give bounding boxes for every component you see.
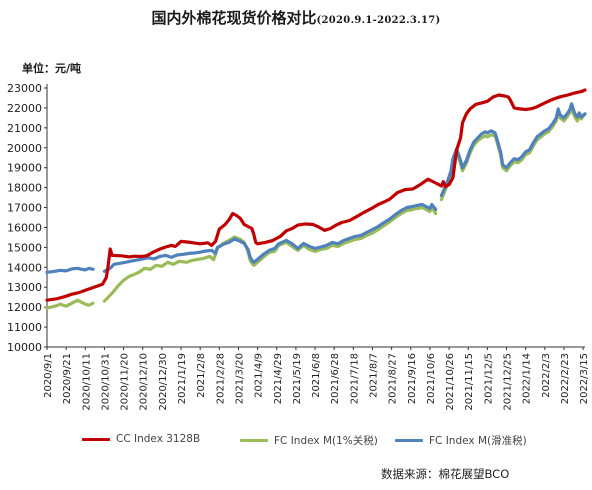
x-tick-label: 2020/10/31 bbox=[100, 353, 111, 411]
x-tick-label: 2020/10/11 bbox=[81, 353, 92, 411]
x-tick-label: 2021/4/9 bbox=[254, 353, 265, 398]
x-tick-label: 2022/2/3 bbox=[541, 353, 552, 398]
legend-label: FC Index M(滑准税) bbox=[429, 435, 527, 447]
y-tick-label: 17000 bbox=[7, 202, 42, 215]
x-tick-label: 2021/8/7 bbox=[368, 353, 379, 398]
y-tick-label: 11000 bbox=[7, 321, 42, 334]
y-axis-unit-label: 单位：元/吨 bbox=[22, 62, 82, 75]
x-tick-label: 2021/9/16 bbox=[407, 353, 418, 404]
x-tick-label: 2021/2/28 bbox=[215, 353, 226, 404]
x-tick-label: 2020/12/10 bbox=[139, 353, 150, 411]
x-tick-label: 2021/6/8 bbox=[311, 353, 322, 398]
y-tick-label: 22000 bbox=[7, 102, 42, 115]
x-tick-label: 2021/7/18 bbox=[349, 353, 360, 404]
x-tick-label: 2020/9/1 bbox=[43, 353, 54, 398]
x-tick-label: 2021/12/5 bbox=[483, 353, 494, 404]
x-tick-label: 2020/11/20 bbox=[120, 353, 131, 411]
x-tick-label: 2021/11/15 bbox=[464, 353, 475, 411]
legend-label: FC Index M(1%关税) bbox=[274, 435, 378, 447]
x-tick-label: 2021/12/25 bbox=[503, 353, 514, 411]
y-tick-label: 15000 bbox=[7, 241, 42, 254]
y-tick-label: 19000 bbox=[7, 162, 42, 175]
y-tick-label: 21000 bbox=[7, 122, 42, 135]
legend-swatch bbox=[395, 439, 423, 442]
y-tick-label: 13000 bbox=[7, 281, 42, 294]
chart-title: 国内外棉花现货价格对比(2020.9.1-2022.3.17) bbox=[0, 7, 592, 28]
x-tick-label: 2021/10/26 bbox=[445, 353, 456, 411]
x-tick-label: 2022/3/15 bbox=[579, 353, 590, 404]
series-line-2-segment-1 bbox=[102, 202, 438, 273]
legend-item: FC Index M(1%关税) bbox=[240, 433, 378, 448]
y-tick-label: 23000 bbox=[7, 82, 42, 95]
x-tick-label: 2021/2/8 bbox=[196, 353, 207, 398]
x-tick-label: 2022/1/14 bbox=[522, 353, 533, 404]
legend-swatch bbox=[82, 437, 110, 441]
x-tick-label: 2021/6/28 bbox=[330, 353, 341, 404]
series-line-2-segment-0 bbox=[45, 266, 95, 274]
legend-item: FC Index M(滑准税) bbox=[395, 433, 527, 448]
chart-subtitle: (2020.9.1-2022.3.17) bbox=[316, 15, 441, 26]
chart-legend: CC Index 3128B FC Index M(1%关税) FC Index M… bbox=[82, 433, 592, 449]
legend-item: CC Index 3128B bbox=[82, 433, 200, 445]
y-tick-label: 10000 bbox=[7, 341, 42, 354]
series-line-1-segment-1 bbox=[102, 205, 438, 303]
x-tick-label: 2021/1/19 bbox=[177, 353, 188, 404]
x-tick-label: 2021/8/27 bbox=[388, 353, 399, 404]
chart-title-text: 国内外棉花现货价格对比 bbox=[151, 9, 317, 27]
y-tick-label: 16000 bbox=[7, 221, 42, 234]
x-tick-label: 2022/2/23 bbox=[560, 353, 571, 404]
y-tick-label: 18000 bbox=[7, 182, 42, 195]
x-tick-label: 2020/9/21 bbox=[62, 353, 73, 404]
x-tick-label: 2020/12/30 bbox=[158, 353, 169, 411]
x-tick-label: 2021/10/6 bbox=[426, 353, 437, 404]
legend-swatch bbox=[240, 439, 268, 442]
y-tick-label: 14000 bbox=[7, 261, 42, 274]
series-line-0-segment-0 bbox=[45, 88, 587, 302]
x-tick-label: 2021/3/20 bbox=[234, 353, 245, 404]
legend-label: CC Index 3128B bbox=[116, 433, 201, 445]
y-tick-label: 20000 bbox=[7, 142, 42, 155]
x-tick-label: 2021/5/19 bbox=[292, 353, 303, 404]
series-line-1-segment-0 bbox=[45, 298, 95, 310]
x-tick-label: 2021/4/29 bbox=[273, 353, 284, 404]
y-tick-label: 12000 bbox=[7, 301, 42, 314]
series-line-2-segment-2 bbox=[439, 102, 587, 198]
data-source-note: 数据来源：棉花展望BCO bbox=[381, 467, 510, 481]
